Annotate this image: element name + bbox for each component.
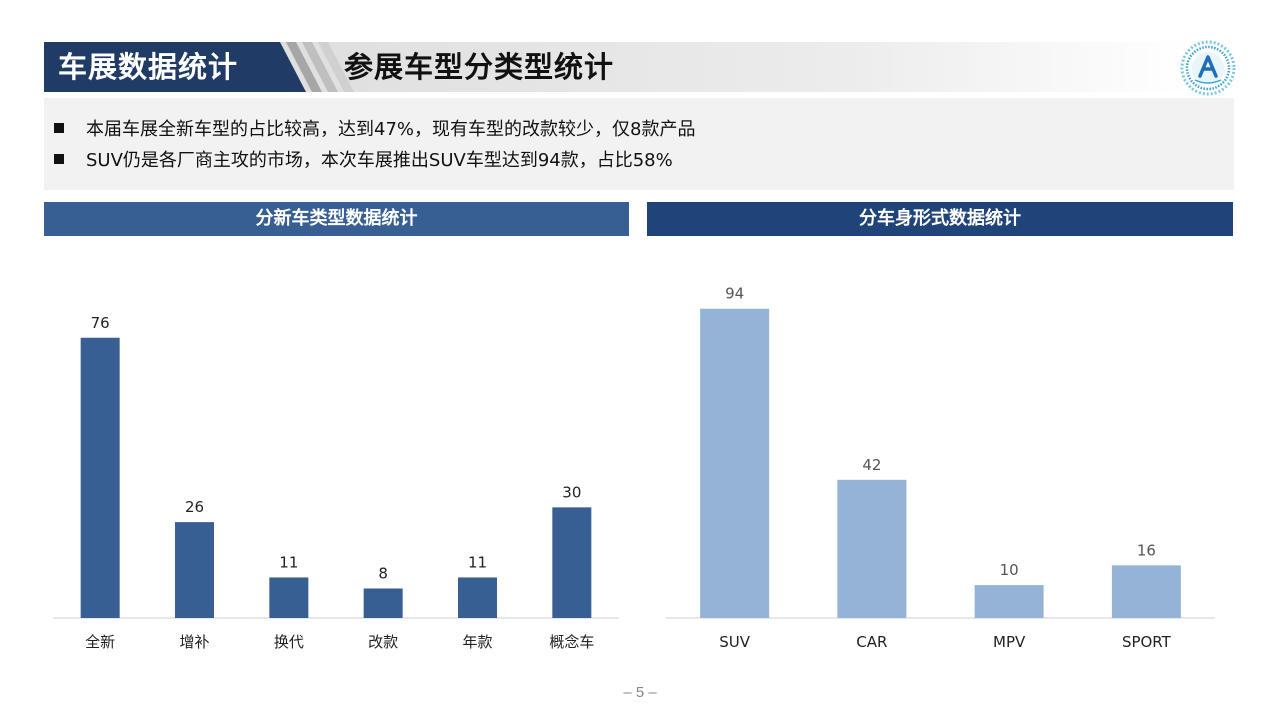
bar-value-label: 42 <box>862 456 881 474</box>
section-title: 车展数据统计 <box>58 50 239 84</box>
category-label: MPV <box>993 633 1026 651</box>
bar <box>700 308 770 618</box>
bar-value-label: 30 <box>562 483 581 501</box>
summary-bullet-text: 本届车展全新车型的占比较高，达到47%，现有车型的改款较少，仅8款产品 <box>86 119 696 140</box>
category-label: 改款 <box>368 633 398 651</box>
bar-value-label: 76 <box>91 314 110 332</box>
category-label: 年款 <box>462 633 492 651</box>
square-bullet-icon <box>54 154 64 164</box>
bar <box>363 588 403 618</box>
square-bullet-icon <box>54 123 64 133</box>
bar <box>269 577 309 618</box>
right-chart-title: 分车身形式数据统计 <box>647 202 1233 236</box>
summary-bullet: SUV仍是各厂商主攻的市场，本次车展推出SUV车型达到94款，占比58% <box>54 148 673 174</box>
category-label: 全新 <box>85 633 115 651</box>
summary-bullet: 本届车展全新车型的占比较高，达到47%，现有车型的改款较少，仅8款产品 <box>54 117 695 143</box>
bar-value-label: 16 <box>1137 541 1156 559</box>
left-chart-title: 分新车类型数据统计 <box>44 202 629 236</box>
category-label: 换代 <box>274 633 304 651</box>
bar <box>175 522 214 618</box>
category-label: SUV <box>719 633 751 651</box>
bar-value-label: 10 <box>1000 561 1019 579</box>
bar <box>80 337 120 618</box>
page-number: – 5 – <box>623 684 657 701</box>
header-background <box>44 42 1190 92</box>
category-label: CAR <box>856 633 887 651</box>
summary-box: 本届车展全新车型的占比较高，达到47%，现有车型的改款较少，仅8款产品 SUV仍… <box>44 98 1234 190</box>
bar-value-label: 11 <box>279 553 298 571</box>
summary-bullet-text: SUV仍是各厂商主攻的市场，本次车展推出SUV车型达到94款，占比58% <box>86 150 673 171</box>
page-title: 参展车型分类型统计 <box>344 50 615 84</box>
category-label: SPORT <box>1122 633 1172 651</box>
bar-value-label: 94 <box>725 285 744 303</box>
right-bar-chart: 94 SUV 42 CAR 10 MPV 16 SPORT <box>666 285 1215 651</box>
category-label: 概念车 <box>549 633 594 651</box>
bar-value-label: 26 <box>185 498 204 516</box>
header-band: 车展数据统计 参展车型分类型统计 <box>44 42 1190 92</box>
bar <box>1111 565 1181 618</box>
bar <box>837 479 907 618</box>
left-bar-chart: 76 全新 26 增补 11 换代 8 改款 11 年款 30 概念车 <box>53 314 619 651</box>
bar <box>552 507 592 618</box>
auto-show-logo-icon <box>1180 40 1236 96</box>
bar-value-label: 8 <box>378 565 388 583</box>
bar <box>458 577 497 618</box>
bar <box>974 585 1044 618</box>
category-label: 增补 <box>179 633 209 651</box>
bar-value-label: 11 <box>468 553 487 571</box>
